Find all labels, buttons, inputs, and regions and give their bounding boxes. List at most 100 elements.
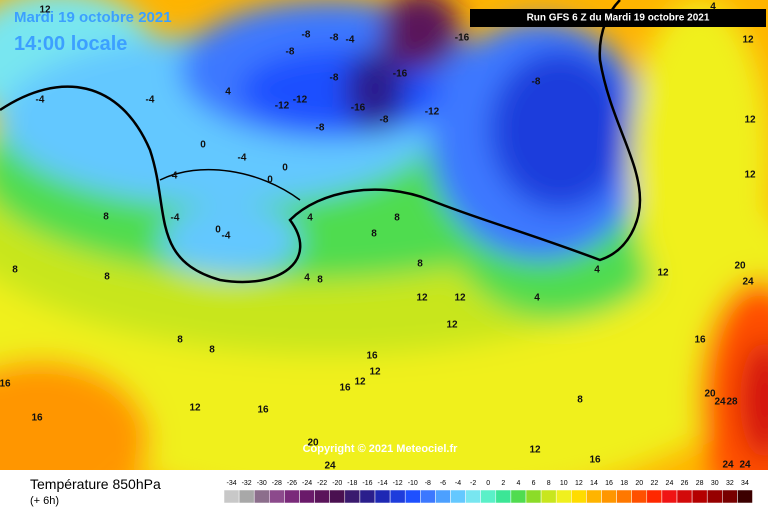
scale-label: 18 xyxy=(620,480,628,487)
scale-swatch xyxy=(344,489,361,504)
scale-swatch xyxy=(706,489,723,504)
scale-label: -32 xyxy=(242,480,252,487)
map-label: 20 xyxy=(734,261,746,272)
scale-label: 32 xyxy=(726,480,734,487)
scale-label: -16 xyxy=(362,480,372,487)
map-label: 0 xyxy=(200,140,206,151)
map-label: 12 xyxy=(446,320,458,331)
map-label: 12 xyxy=(742,35,754,46)
map-label: 12 xyxy=(454,293,466,304)
scale-swatch xyxy=(223,489,240,504)
scale-swatch xyxy=(450,489,466,504)
scale-swatch xyxy=(586,489,602,504)
map-label: -4 xyxy=(169,171,178,182)
map-label: -16 xyxy=(455,33,470,44)
map-label: 8 xyxy=(371,229,377,240)
map-label: 16 xyxy=(694,335,706,346)
scale-label: 28 xyxy=(696,480,704,487)
scale-swatch xyxy=(495,489,512,504)
map-label: 20 xyxy=(307,438,319,449)
scale-swatch xyxy=(329,489,346,504)
map-label: 8 xyxy=(177,335,183,346)
map-label: 16 xyxy=(366,351,378,362)
map-label: 0 xyxy=(215,225,221,236)
scale-label: -28 xyxy=(272,480,282,487)
map-label: -8 xyxy=(316,123,325,134)
map-label: 16 xyxy=(339,383,351,394)
scale-label: 14 xyxy=(590,480,598,487)
scale-label: -4 xyxy=(455,480,461,487)
map-label: 4 xyxy=(225,87,231,98)
map-label: 12 xyxy=(189,403,201,414)
scale-swatch xyxy=(374,489,391,504)
zero-contour xyxy=(0,0,642,284)
scale-label: 34 xyxy=(741,480,749,487)
map-label: 4 xyxy=(307,213,313,224)
scale-label: 0 xyxy=(486,480,490,487)
scale-swatch xyxy=(510,489,527,504)
map-label: 20 xyxy=(704,389,716,400)
scale-label: -30 xyxy=(257,480,267,487)
contour xyxy=(159,168,301,201)
map-labels: 12-4 -44-8 -8 -4-8-8-12-12-16-16-8-12-16-8-… xyxy=(0,2,756,472)
map-label: 8 xyxy=(417,259,423,270)
map-label: 8 xyxy=(103,212,109,223)
legend-subtitle: (+ 6h) xyxy=(30,495,59,507)
scale-swatch xyxy=(525,489,542,504)
map-label: 16 xyxy=(0,379,11,390)
scale-swatch xyxy=(284,489,300,504)
map-label: -8 xyxy=(302,30,311,41)
scale-label: -34 xyxy=(226,480,236,487)
time: 14:00 locale xyxy=(14,33,127,55)
map-label: -4 xyxy=(146,95,155,106)
scale-swatch xyxy=(691,489,708,504)
scale-label: 22 xyxy=(650,480,658,487)
map-label: 12 xyxy=(744,115,756,126)
scale-label: 2 xyxy=(501,480,505,487)
scale-swatch xyxy=(555,489,572,504)
map-label: 24 xyxy=(722,460,734,471)
scale-swatch xyxy=(661,489,678,504)
scale-swatch xyxy=(722,489,738,504)
map-label: 4 xyxy=(594,265,600,276)
date: Mardi 19 octobre 2021 xyxy=(14,9,172,26)
scale-label: -26 xyxy=(287,480,297,487)
map-label: 16 xyxy=(257,405,269,416)
map-label: 16 xyxy=(31,413,43,424)
scale-swatch xyxy=(435,489,451,504)
map-label: -4 xyxy=(171,213,180,224)
scale-label: -20 xyxy=(332,480,342,487)
scale-label: -8 xyxy=(425,480,431,487)
map-label: -4 xyxy=(36,95,45,106)
map-label: -8 xyxy=(286,47,295,58)
scale-label: 30 xyxy=(711,480,719,487)
map-label: 8 xyxy=(12,265,18,276)
map-label: -4 xyxy=(222,231,231,242)
map-label: 12 xyxy=(39,5,51,16)
scale-label: -10 xyxy=(408,480,418,487)
map-label: 4 xyxy=(304,273,310,284)
map-label: 24 xyxy=(742,277,754,288)
map-label: 24 xyxy=(739,460,751,471)
scale-swatch xyxy=(737,489,753,504)
map-label: 8 xyxy=(317,275,323,286)
scale-swatch xyxy=(269,489,285,504)
copyright: Copyright © 2021 Meteociel.fr xyxy=(303,443,459,455)
map-label: -4 xyxy=(346,35,355,46)
scale-swatch xyxy=(480,489,497,504)
map-label: -8 xyxy=(330,33,339,44)
scale-swatch xyxy=(238,489,255,504)
scale-label: -24 xyxy=(302,480,312,487)
scale-label: 24 xyxy=(666,480,674,487)
map-label: 8 xyxy=(209,345,215,356)
scale-swatch xyxy=(540,489,557,504)
map-label: 8 xyxy=(104,272,110,283)
map-label: -16 xyxy=(393,69,408,80)
scale-swatch xyxy=(646,489,663,504)
map-label: 4 xyxy=(710,2,716,13)
color-scale: -34 -32 -30 -28 -26 -24 -22 -20 -18 -16 -14 -12 -10-… xyxy=(223,480,753,504)
scale-swatch xyxy=(299,489,315,504)
scale-swatch xyxy=(404,489,421,504)
